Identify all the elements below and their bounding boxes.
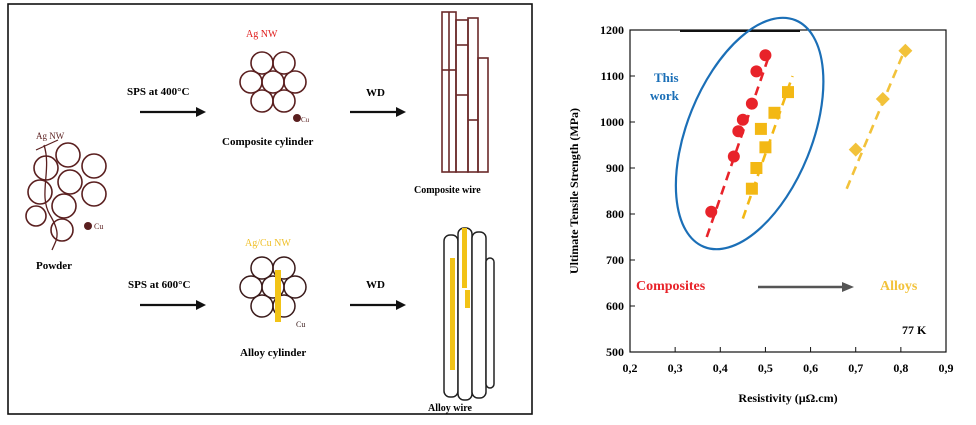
data-point: [750, 162, 763, 174]
y-tick-label: 500: [606, 345, 624, 359]
data-point: [745, 97, 758, 110]
process-diagram: Ag NW Cu Powder SPS at 400°C Ag NW Cu Co…: [7, 3, 533, 415]
process-diagram-svg: Ag NW Cu Powder SPS at 400°C Ag NW Cu Co…: [7, 3, 533, 415]
alloy-agcunw-label: Ag/Cu NW: [245, 238, 291, 249]
data-point: [754, 122, 767, 135]
y-tick-label: 600: [606, 299, 624, 313]
powder-caption: Powder: [36, 260, 72, 272]
powder-cu-label: Cu: [94, 222, 103, 231]
composite-wire: [441, 11, 489, 173]
this-work-annotation: This work: [650, 70, 682, 103]
data-point: [705, 205, 718, 218]
composite-cu-label: Cu: [301, 116, 310, 124]
data-point: [732, 125, 745, 138]
x-axis: 0,2 0,3 0,4 0,5 0,6 0,7 0,8 0,9: [623, 347, 954, 375]
alloy-wire-yellow-2: [462, 228, 467, 288]
x-tick-label: 0,7: [848, 361, 863, 375]
alloy-wire-caption: Alloy wire: [428, 403, 473, 414]
x-tick-label: 0,8: [893, 361, 908, 375]
data-point: [782, 86, 794, 99]
this-work-ellipse: [674, 16, 825, 251]
alloys-annotation: Alloys: [880, 279, 918, 294]
powder-illustration: [25, 139, 107, 251]
bottom-arrow-1-head: [196, 300, 206, 310]
top-wd-label: WD: [366, 87, 385, 99]
data-point: [848, 142, 863, 157]
x-tick-label: 0,3: [668, 361, 683, 375]
x-tick-label: 0,2: [623, 361, 638, 375]
trend-line: [705, 52, 772, 238]
powder-agnw-label: Ag NW: [36, 131, 65, 141]
top-arrow-1-head: [196, 107, 206, 117]
composite-wire-caption: Composite wire: [414, 185, 481, 196]
alloy-yellow-bar: [275, 270, 281, 322]
alloy-cu-label: Cu: [296, 320, 305, 329]
data-point: [759, 49, 772, 62]
x-axis-label: Resistivity (µΩ.cm): [738, 391, 837, 405]
y-axis-label: Ultimate Tensile Strength (MPa): [567, 108, 581, 274]
x-tick-label: 0,6: [803, 361, 818, 375]
alloy-wire-yellow-1: [450, 258, 455, 370]
composite-agnw-label: Ag NW: [246, 29, 278, 40]
x-tick-label: 0,4: [713, 361, 728, 375]
bottom-sps-label: SPS at 600°C: [128, 279, 191, 291]
trend-line: [845, 47, 907, 190]
top-sps-label: SPS at 400°C: [127, 86, 190, 98]
y-tick-label: 800: [606, 207, 624, 221]
x-tick-label: 0,9: [939, 361, 954, 375]
data-point: [875, 92, 890, 106]
alloy-wire-yellow-3: [465, 290, 470, 308]
bottom-arrow-2-head: [396, 300, 406, 310]
y-tick-label: 700: [606, 253, 624, 267]
y-tick-label: 1200: [600, 23, 624, 37]
composite-cylinder-caption: Composite cylinder: [222, 136, 313, 148]
x-tick-label: 0,5: [758, 361, 773, 375]
strength-resistivity-chart: 0,2 0,3 0,4 0,5 0,6 0,7 0,8 0,9 500 600 700 800 900…: [540, 0, 976, 420]
data-point: [768, 106, 781, 119]
chart-svg: 0,2 0,3 0,4 0,5 0,6 0,7 0,8 0,9 500 600 700 800 900…: [567, 16, 954, 405]
data-point: [745, 182, 758, 195]
composites-to-alloys-arrowhead: [842, 282, 854, 292]
temperature-annotation: 77 K: [902, 323, 927, 337]
y-tick-label: 1100: [601, 69, 624, 83]
bottom-wd-label: WD: [366, 279, 385, 291]
series-layer: [705, 43, 913, 238]
data-point: [736, 113, 749, 126]
alloy-cylinder: [239, 256, 307, 318]
top-arrow-2-head: [396, 107, 406, 117]
data-point: [727, 150, 740, 163]
composite-cu-particle: [293, 114, 301, 122]
series-2: [845, 43, 913, 190]
data-point: [898, 43, 913, 58]
y-tick-label: 900: [606, 161, 624, 175]
composites-annotation: Composites: [636, 279, 706, 294]
data-point: [750, 65, 763, 78]
alloy-cylinder-caption: Alloy cylinder: [240, 347, 306, 359]
series-0: [705, 49, 772, 238]
data-point: [759, 141, 772, 154]
series-1: [741, 75, 794, 220]
powder-cu-particle: [84, 222, 92, 230]
composite-cylinder: [239, 51, 307, 113]
y-axis: 500 600 700 800 900 1000 1100 1200: [600, 23, 635, 359]
y-tick-label: 1000: [600, 115, 624, 129]
